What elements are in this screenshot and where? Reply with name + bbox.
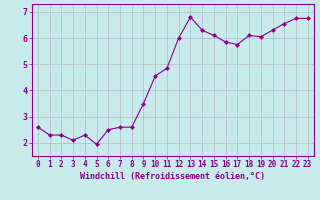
X-axis label: Windchill (Refroidissement éolien,°C): Windchill (Refroidissement éolien,°C) bbox=[80, 172, 265, 181]
